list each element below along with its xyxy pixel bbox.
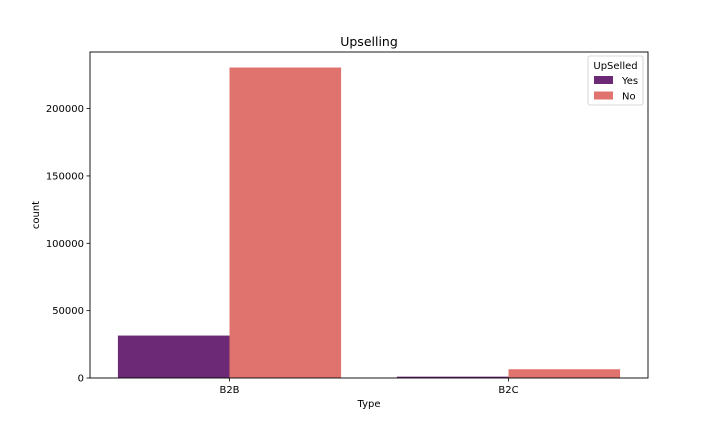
bars-group	[117, 67, 621, 379]
y-axis-label: count	[31, 201, 42, 229]
plot-frame	[89, 51, 649, 379]
y-tick-label: 0	[78, 374, 84, 385]
y-axis: 0 50000 100000 150000 200000	[46, 104, 90, 385]
legend-swatch-yes	[594, 76, 613, 84]
legend: UpSelled Yes No	[587, 55, 644, 106]
y-tick-label: 50000	[52, 306, 84, 317]
x-tick-label: B2C	[498, 385, 518, 396]
chart-title: Upselling	[340, 34, 398, 49]
x-axis: B2B B2C	[219, 378, 519, 396]
x-tick-label: B2B	[219, 385, 239, 396]
y-tick-label: 150000	[46, 171, 84, 182]
bar-yes-b2b	[117, 335, 230, 378]
y-tick-label: 200000	[46, 104, 84, 115]
legend-swatch-no	[594, 91, 613, 100]
y-tick-label: 100000	[46, 239, 84, 250]
x-axis-label: Type	[357, 399, 381, 410]
bar-no-b2b	[229, 67, 342, 379]
bar-yes-b2c	[396, 376, 509, 378]
bar-no-b2c	[508, 369, 621, 378]
legend-label-yes: Yes	[621, 76, 638, 87]
legend-title: UpSelled	[593, 61, 637, 72]
legend-label-no: No	[622, 92, 636, 103]
